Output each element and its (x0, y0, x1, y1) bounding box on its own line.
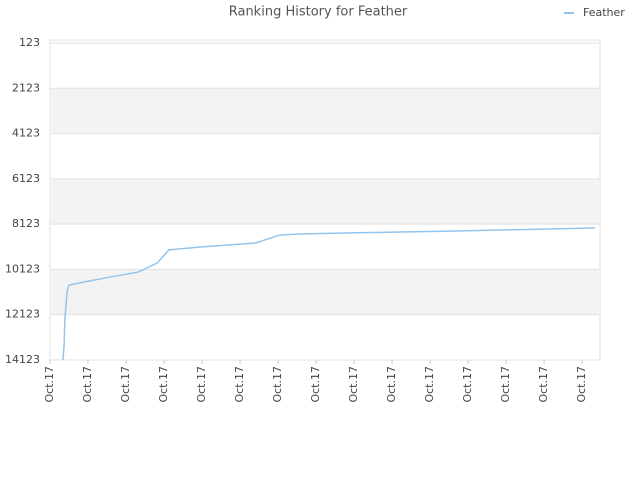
x-tick-label: Oct.17 (537, 366, 550, 403)
x-tick-label: Oct.17 (233, 366, 246, 403)
line-series (62, 227, 596, 361)
x-tick-label: Oct.17 (157, 366, 170, 403)
band (50, 88, 600, 134)
y-tick-label: 12123 (5, 308, 40, 321)
x-tick-label: Oct.17 (499, 366, 512, 403)
y-tick-label: 4123 (12, 127, 40, 140)
x-tick-label: Oct.17 (461, 366, 474, 403)
band (50, 178, 600, 225)
x-tick-label: Oct.17 (119, 366, 132, 403)
y-tick-label: 2123 (12, 81, 40, 94)
y-tick-label: 14123 (5, 353, 40, 366)
x-tick-label: Oct.17 (347, 366, 360, 403)
band (50, 269, 600, 315)
x-tick-label: Oct.17 (81, 366, 94, 403)
x-tick-label: Oct.17 (385, 366, 398, 403)
x-tick-label: Oct.17 (309, 366, 322, 403)
y-tick-label: 6123 (12, 172, 40, 185)
y-tick-label: 10123 (5, 262, 40, 275)
x-tick-label: Oct.17 (43, 366, 56, 403)
x-tick-label: Oct.17 (271, 366, 284, 403)
x-tick-label: Oct.17 (575, 366, 588, 403)
legend-label: Feather (583, 6, 625, 19)
x-tick-label: Oct.17 (423, 366, 436, 403)
x-tick-label: Oct.17 (195, 366, 208, 403)
y-tick-label: 8123 (12, 217, 40, 230)
y-tick-label: 123 (19, 36, 40, 49)
chart-title: Ranking History for Feather (229, 5, 408, 20)
